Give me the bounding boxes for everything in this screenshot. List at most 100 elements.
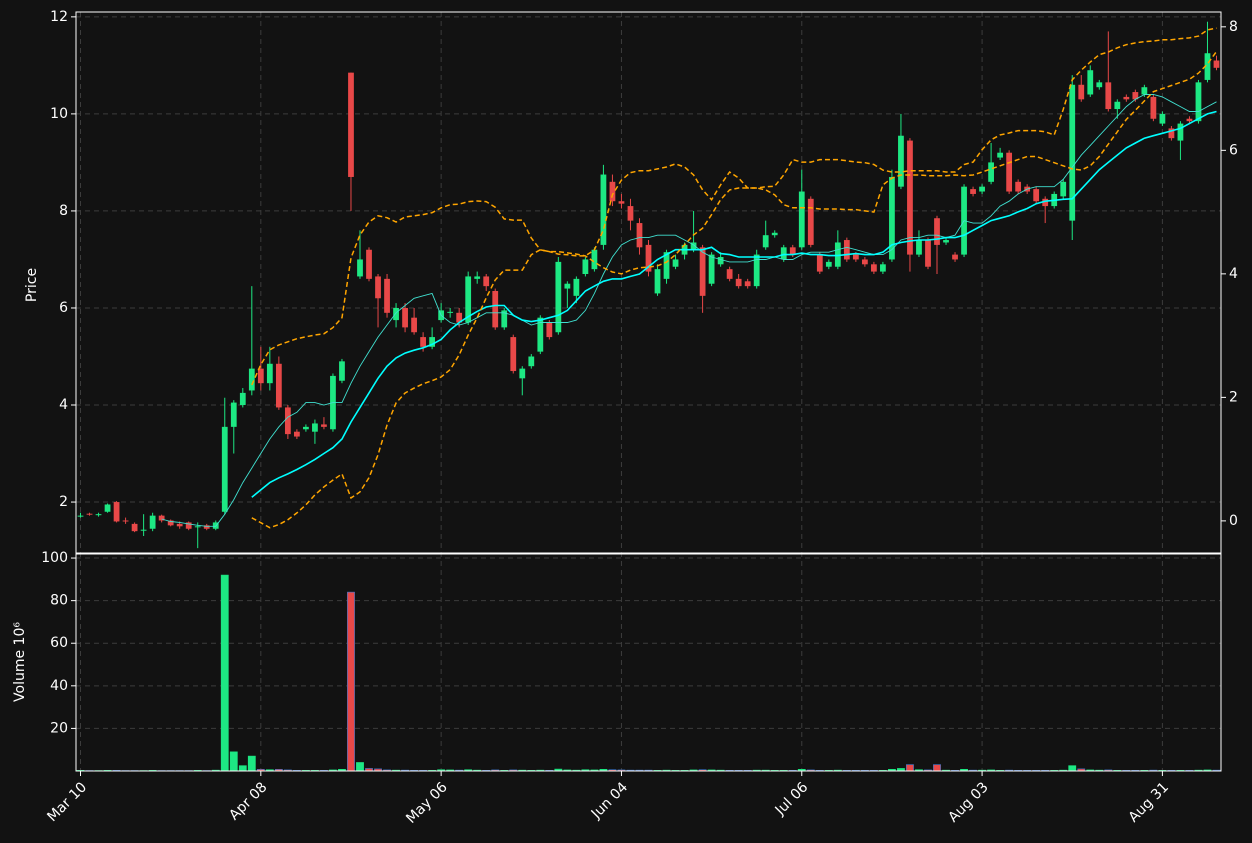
candle-body xyxy=(555,261,562,333)
candle-body xyxy=(952,254,958,260)
y-tick-label: 12 xyxy=(50,9,68,25)
candle-body xyxy=(798,191,805,248)
volume-tick-label: 80 xyxy=(50,593,68,609)
candle-body xyxy=(1006,152,1013,192)
candle-body xyxy=(158,515,165,521)
candle-body xyxy=(77,515,84,517)
candle-body xyxy=(825,261,832,267)
candle-body xyxy=(1087,70,1094,95)
candle-body xyxy=(483,276,490,287)
candle-body xyxy=(645,244,652,272)
candle-body xyxy=(284,407,291,435)
candle-body xyxy=(717,257,724,265)
candle-body xyxy=(131,523,138,532)
candle-body xyxy=(95,514,102,516)
candle-body xyxy=(257,368,264,384)
y-tick-label: 4 xyxy=(59,397,68,413)
volume-bar xyxy=(229,751,238,772)
candle-body xyxy=(663,252,670,279)
candle-body xyxy=(1069,84,1076,221)
candle-body xyxy=(889,176,895,260)
candle-body xyxy=(1213,60,1220,68)
candle-body xyxy=(375,276,381,299)
candle-body xyxy=(456,312,463,323)
candle-body xyxy=(303,426,309,430)
candle-body xyxy=(546,322,553,338)
candle-body xyxy=(1114,101,1121,110)
candle-body xyxy=(1033,189,1040,202)
candle-body xyxy=(384,278,390,313)
candle-body xyxy=(1123,96,1130,100)
volume-bar xyxy=(220,574,229,772)
candle-body xyxy=(185,522,192,529)
candle-body xyxy=(393,307,399,321)
candle-body xyxy=(465,276,472,323)
candle-body xyxy=(609,181,616,202)
candle-body xyxy=(239,392,246,406)
candle-body xyxy=(690,242,697,250)
y-tick-label: 10 xyxy=(50,106,68,122)
candle-body xyxy=(248,368,255,391)
candle-body xyxy=(510,337,517,372)
candle-body xyxy=(149,515,156,529)
candle-body xyxy=(1168,128,1175,139)
volume-bar xyxy=(906,764,914,772)
candle-body xyxy=(871,264,877,272)
candle-body xyxy=(294,431,300,437)
volume-bar xyxy=(347,591,355,772)
candle-body xyxy=(1159,113,1166,124)
candle-body xyxy=(1060,181,1067,197)
candle-body xyxy=(807,198,814,245)
overlay-line xyxy=(161,94,1217,527)
candle-body xyxy=(735,278,742,287)
candle-body xyxy=(275,363,282,408)
y-tick-label: 6 xyxy=(59,300,68,316)
candle-body xyxy=(726,269,733,279)
volume-bar xyxy=(356,762,364,772)
candle-body xyxy=(997,152,1003,158)
candle-body xyxy=(1141,87,1148,95)
candle-body xyxy=(1177,123,1184,141)
volume-tick-label: 40 xyxy=(50,678,68,694)
volume-tick-label: 20 xyxy=(50,720,68,736)
candle-body xyxy=(411,317,417,333)
candle-body xyxy=(843,240,850,260)
candle-body xyxy=(573,278,580,296)
candle-body xyxy=(880,264,886,272)
candle-body xyxy=(1042,198,1049,207)
candle-body xyxy=(618,201,625,204)
candle-body xyxy=(176,523,183,527)
candle-body xyxy=(654,269,661,294)
candle-body xyxy=(501,310,508,328)
candle-body xyxy=(474,276,481,279)
candle-body xyxy=(429,337,436,347)
candle-body xyxy=(1195,82,1202,122)
candle-body xyxy=(744,281,751,287)
overlay-line xyxy=(251,27,1217,386)
candle-body xyxy=(1015,181,1022,192)
candle-body xyxy=(916,240,922,255)
candle-body xyxy=(852,254,859,260)
y2-tick-label: 2 xyxy=(1229,389,1238,405)
candle-body xyxy=(348,72,354,177)
candle-body xyxy=(1132,92,1139,100)
candle-body xyxy=(789,247,796,255)
volume-bar xyxy=(247,755,256,772)
candle-body xyxy=(898,135,904,187)
candle-body xyxy=(366,249,372,279)
candle-body xyxy=(1150,96,1157,119)
candle-body xyxy=(582,259,589,275)
price-frame xyxy=(75,11,1222,554)
y2-tick-label: 8 xyxy=(1229,19,1238,35)
volume-tick-label: 60 xyxy=(50,635,68,651)
candle-body xyxy=(708,254,715,284)
y-axis-label: Price xyxy=(24,268,40,302)
candle-body xyxy=(762,235,769,248)
candle-body xyxy=(402,307,408,328)
candle-body xyxy=(528,356,535,367)
candle-body xyxy=(321,424,327,427)
candle-body xyxy=(86,513,93,515)
